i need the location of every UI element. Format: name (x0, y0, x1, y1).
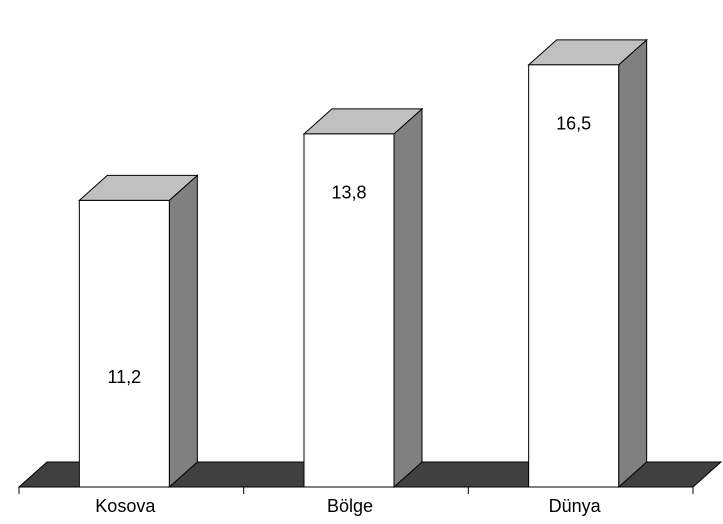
bar-side (618, 38, 648, 489)
category-label: Bölge (327, 496, 373, 516)
data-label: 11,2 (107, 367, 141, 387)
category-label: Dünya (549, 496, 602, 516)
bar-front (78, 199, 170, 488)
category-label: Kosova (95, 496, 156, 516)
bar-bölge (302, 107, 424, 489)
bar-kosova (78, 174, 199, 489)
x-axis (18, 486, 694, 494)
bar-side (393, 107, 423, 489)
bar-front (303, 133, 395, 488)
data-label: 13,8 (331, 183, 366, 203)
bar-dünya (527, 38, 648, 489)
bars (78, 38, 648, 489)
bar-side (168, 174, 198, 489)
bar-front (528, 64, 620, 488)
data-label: 16,5 (556, 114, 591, 134)
labels: 11,2 Kosova 13,8 Bölge 16,5 Dünya (95, 114, 601, 516)
